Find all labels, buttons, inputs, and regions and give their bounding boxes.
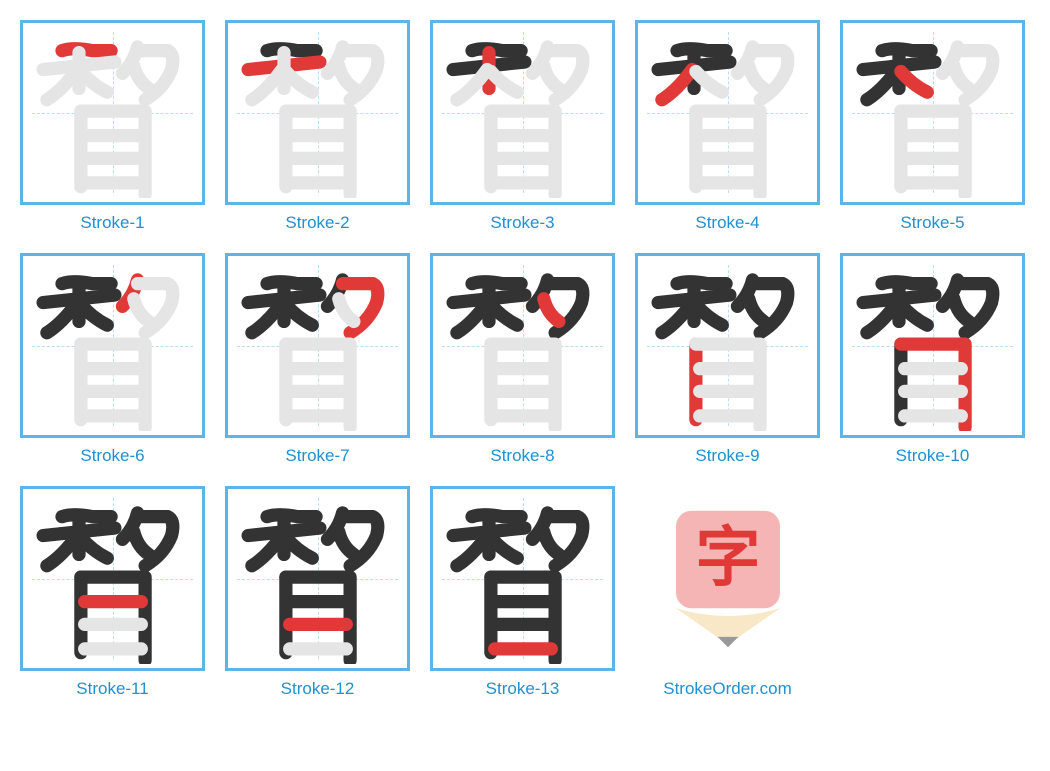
stroke-order-diagram: Stroke-1 Stroke-2 Stroke-3 Stroke-4 Stroke-5… xyxy=(20,20,1030,699)
stroke-box xyxy=(430,253,615,438)
stroke-label: Stroke-1 xyxy=(80,213,144,233)
stroke-label: Stroke-7 xyxy=(285,446,349,466)
stroke-box xyxy=(20,486,205,671)
logo-cell: 字 StrokeOrder.com xyxy=(635,486,820,699)
stroke-box xyxy=(20,253,205,438)
stroke-label: Stroke-6 xyxy=(80,446,144,466)
stroke-cell: Stroke-4 xyxy=(635,20,820,233)
stroke-box xyxy=(225,253,410,438)
stroke-label: Stroke-3 xyxy=(490,213,554,233)
row-2: Stroke-6 Stroke-7 Stroke-8 Stroke-9 Stroke-1… xyxy=(20,253,1030,466)
stroke-cell: Stroke-3 xyxy=(430,20,615,233)
stroke-label: Stroke-10 xyxy=(896,446,970,466)
row-1: Stroke-1 Stroke-2 Stroke-3 Stroke-4 Stroke-5 xyxy=(20,20,1030,233)
svg-text:字: 字 xyxy=(695,520,760,593)
stroke-label: Stroke-2 xyxy=(285,213,349,233)
stroke-box xyxy=(840,20,1025,205)
stroke-cell: Stroke-2 xyxy=(225,20,410,233)
website-label: StrokeOrder.com xyxy=(663,679,792,699)
logo-icon: 字 xyxy=(635,486,820,671)
stroke-box xyxy=(840,253,1025,438)
stroke-box xyxy=(635,253,820,438)
stroke-box xyxy=(430,486,615,671)
stroke-cell: Stroke-13 xyxy=(430,486,615,699)
stroke-label: Stroke-13 xyxy=(486,679,560,699)
stroke-cell: Stroke-11 xyxy=(20,486,205,699)
stroke-label: Stroke-4 xyxy=(695,213,759,233)
stroke-cell: Stroke-7 xyxy=(225,253,410,466)
stroke-cell: Stroke-10 xyxy=(840,253,1025,466)
stroke-cell: Stroke-9 xyxy=(635,253,820,466)
stroke-box xyxy=(635,20,820,205)
stroke-box xyxy=(20,20,205,205)
stroke-cell: Stroke-6 xyxy=(20,253,205,466)
stroke-box xyxy=(225,486,410,671)
stroke-cell: Stroke-5 xyxy=(840,20,1025,233)
stroke-label: Stroke-9 xyxy=(695,446,759,466)
stroke-box xyxy=(430,20,615,205)
stroke-cell: Stroke-1 xyxy=(20,20,205,233)
stroke-label: Stroke-5 xyxy=(900,213,964,233)
row-3: Stroke-11 Stroke-12 Stroke-13 字 StrokeOrde… xyxy=(20,486,1030,699)
stroke-label: Stroke-12 xyxy=(281,679,355,699)
stroke-label: Stroke-11 xyxy=(76,679,148,699)
stroke-cell: Stroke-8 xyxy=(430,253,615,466)
stroke-cell: Stroke-12 xyxy=(225,486,410,699)
stroke-box xyxy=(225,20,410,205)
stroke-label: Stroke-8 xyxy=(490,446,554,466)
